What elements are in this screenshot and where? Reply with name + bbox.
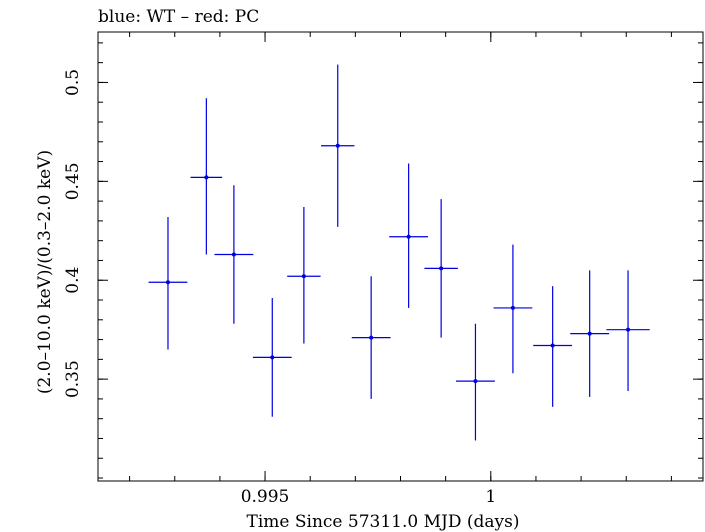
y-tick-label: 0.35 — [63, 360, 83, 398]
data-point — [456, 323, 495, 441]
data-point — [287, 207, 321, 344]
data-point — [493, 244, 533, 374]
data-point — [252, 298, 292, 417]
data-point — [351, 276, 391, 399]
chart-title: blue: WT – red: PC — [98, 7, 259, 27]
data-marker — [439, 266, 444, 271]
data-point — [389, 163, 429, 308]
data-marker — [406, 234, 411, 239]
data-marker — [231, 252, 236, 257]
plot-frame — [97, 31, 704, 482]
data-marker — [301, 274, 306, 279]
x-tick-label: 0.995 — [241, 487, 290, 507]
data-marker — [587, 331, 592, 336]
data-point — [190, 98, 223, 255]
data-point — [533, 286, 573, 407]
data-point — [214, 185, 254, 324]
data-marker — [369, 335, 374, 340]
data-marker — [473, 379, 478, 384]
data-point — [148, 216, 188, 350]
data-point — [570, 270, 610, 397]
x-tick-label: 1 — [485, 487, 496, 507]
y-tick-label: 0.5 — [63, 69, 83, 96]
data-point — [321, 64, 355, 227]
data-marker — [550, 343, 555, 348]
data-marker — [510, 305, 515, 310]
y-tick-label: 0.45 — [63, 162, 83, 200]
data-marker — [270, 355, 275, 360]
data-marker — [165, 280, 170, 285]
data-point — [606, 270, 650, 392]
data-marker — [204, 175, 209, 180]
data-marker — [335, 143, 340, 148]
tick-labels: 0.995 1 0.35 0.4 0.45 0.5 — [63, 69, 496, 507]
data-point — [424, 199, 458, 338]
data-marker — [626, 327, 631, 332]
x-axis-label: Time Since 57311.0 MJD (days) — [247, 512, 520, 532]
data-marks — [148, 64, 650, 441]
y-tick-label: 0.4 — [63, 267, 83, 294]
y-axis-label: (2.0–10.0 keV)/(0.3–2.0 keV) — [35, 150, 55, 394]
axis-ticks — [98, 32, 703, 481]
